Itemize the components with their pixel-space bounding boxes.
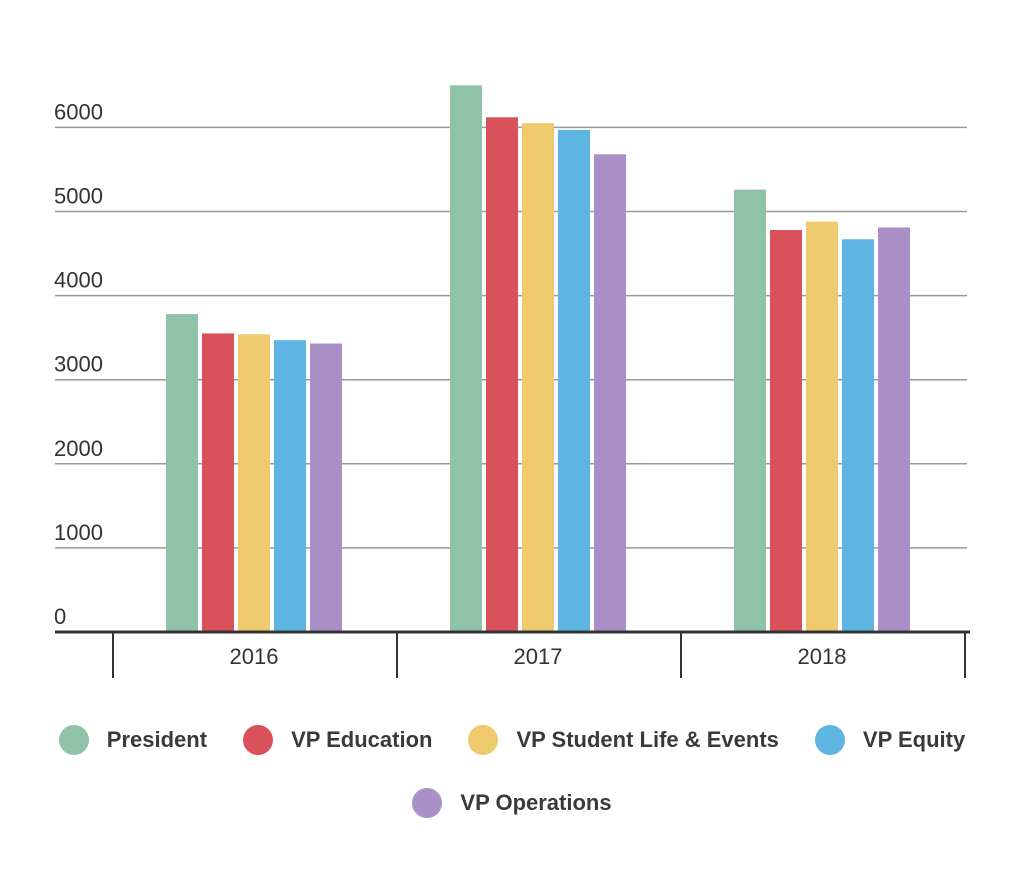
legend: President VP Education VP Student Life &… [0,722,1024,848]
legend-label: VP Equity [862,727,966,752]
x-tick-label: 2016 [230,644,279,669]
legend-label: President [106,727,208,752]
legend-swatch [468,725,499,755]
bar [202,333,234,632]
bar [558,129,590,632]
bar [594,154,626,632]
y-tick-label: 6000 [54,99,103,124]
legend-item-vp-education: VP Education [243,725,432,755]
bar [274,340,306,632]
legend-label: VP Student Life & Events [516,727,779,752]
legend-label: VP Operations [460,790,612,815]
legend-item-vp-operations: VP Operations [412,788,612,818]
bar [486,117,518,633]
bar [842,239,874,633]
bar [238,334,270,632]
y-tick-label: 4000 [54,268,103,293]
legend-swatch [814,725,845,755]
bar [734,189,766,632]
x-tick-label: 2017 [514,644,563,669]
y-tick-label: 0 [54,604,66,629]
bar [770,230,802,632]
legend-label: VP Education [291,727,433,752]
legend-row-2: VP Operations [0,785,1024,821]
bar [522,123,554,632]
legend-row-1: President VP Education VP Student Life &… [0,722,1024,758]
y-tick-label: 5000 [54,184,103,209]
legend-item-vp-student-life: VP Student Life & Events [468,725,779,755]
bar [806,221,838,633]
legend-swatch [58,725,89,755]
x-axis-ticks: 2016 2017 2018 [230,644,847,669]
x-axis [55,630,970,678]
bar-chart: 0 1000 2000 3000 4000 5000 6000 2016 2017 2018 [54,85,970,678]
bar [166,314,198,632]
legend-item-vp-equity: VP Equity [814,725,966,755]
y-tick-label: 1000 [54,520,103,545]
y-tick-label: 2000 [54,436,103,461]
y-tick-label: 3000 [54,352,103,377]
y-axis-ticks: 0 1000 2000 3000 4000 5000 6000 [54,99,103,629]
legend-item-president: President [58,725,208,755]
legend-swatch [243,725,274,755]
bar [310,343,342,632]
legend-swatch [412,788,443,818]
bar [450,85,482,633]
x-tick-label: 2018 [798,644,847,669]
bars [166,85,910,633]
bar [878,227,910,632]
